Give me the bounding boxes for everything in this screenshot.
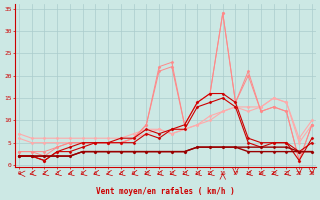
- X-axis label: Vent moyen/en rafales ( km/h ): Vent moyen/en rafales ( km/h ): [96, 187, 235, 196]
